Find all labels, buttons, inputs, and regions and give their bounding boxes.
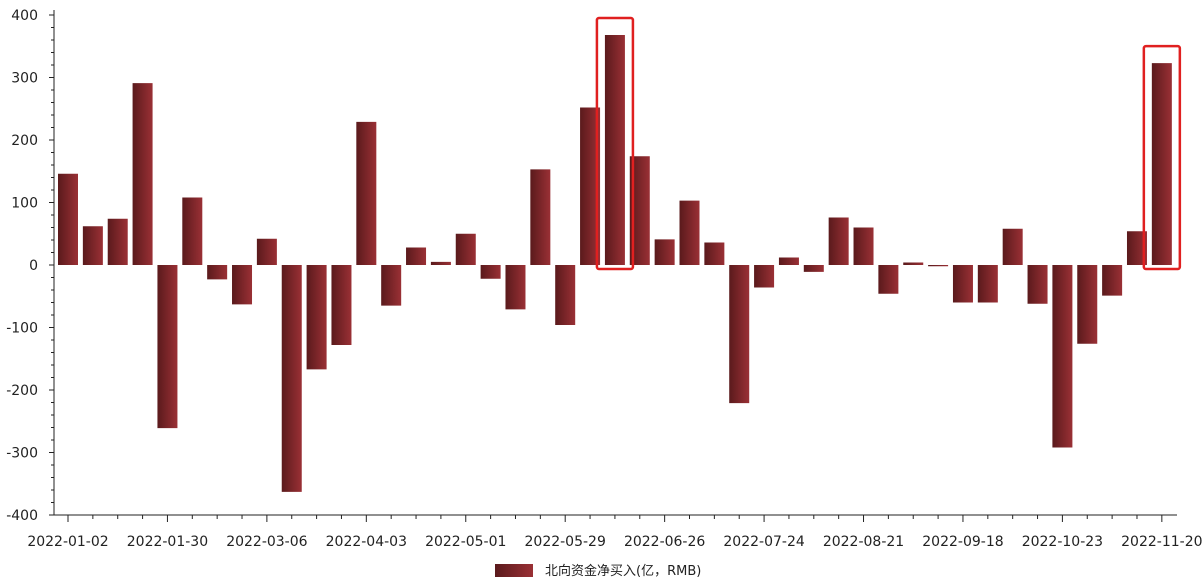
bar bbox=[505, 265, 526, 310]
bar bbox=[132, 83, 153, 265]
x-tick-label: 2022-08-21 bbox=[823, 534, 904, 550]
x-tick-label: 2022-09-18 bbox=[922, 534, 1003, 550]
bar bbox=[281, 265, 302, 492]
bar bbox=[1102, 265, 1123, 296]
bar bbox=[256, 238, 277, 265]
y-tick-label: 0 bbox=[29, 258, 38, 274]
highlight-box bbox=[1142, 44, 1182, 271]
bar bbox=[853, 227, 874, 265]
bar bbox=[952, 265, 973, 303]
x-tick-label: 2022-01-02 bbox=[27, 534, 108, 550]
y-tick-label: 400 bbox=[11, 8, 38, 24]
x-tick-label: 2022-01-30 bbox=[127, 534, 208, 550]
bar bbox=[803, 265, 824, 272]
legend: 北向资金净买入(亿，RMB) bbox=[495, 563, 701, 579]
bar bbox=[1077, 265, 1098, 344]
bar bbox=[107, 218, 128, 265]
bar bbox=[331, 265, 352, 345]
bar bbox=[430, 261, 451, 265]
y-tick-label: 300 bbox=[11, 71, 38, 87]
bar bbox=[1027, 265, 1048, 304]
bar bbox=[1002, 228, 1023, 265]
bar bbox=[580, 107, 601, 265]
bar bbox=[157, 265, 178, 429]
bar bbox=[654, 239, 675, 265]
legend-swatch bbox=[495, 564, 533, 577]
bar bbox=[729, 265, 750, 404]
bar bbox=[207, 265, 228, 280]
x-tick-label: 2022-05-01 bbox=[425, 534, 506, 550]
bar bbox=[306, 265, 327, 370]
bar bbox=[754, 265, 775, 288]
x-tick-label: 2022-07-24 bbox=[723, 534, 804, 550]
bar bbox=[58, 173, 78, 265]
bar bbox=[82, 226, 103, 265]
bar bbox=[1126, 231, 1147, 265]
y-tick-label: 100 bbox=[11, 196, 38, 212]
x-tick-label: 2022-04-03 bbox=[326, 534, 407, 550]
bar bbox=[530, 169, 551, 265]
bar bbox=[455, 233, 476, 265]
highlights bbox=[595, 16, 1182, 271]
bar bbox=[356, 121, 377, 265]
x-tick-label: 2022-10-23 bbox=[1022, 534, 1103, 550]
bar bbox=[977, 265, 998, 303]
y-axis: -400 -300 -200 -100 0 100 200 300 400 bbox=[6, 8, 55, 524]
x-tick-label: 2022-06-26 bbox=[624, 534, 705, 550]
bar bbox=[381, 265, 402, 306]
x-axis: 2022-01-02 2022-01-30 2022-03-06 2022-04-03… bbox=[27, 514, 1203, 550]
bar bbox=[629, 156, 650, 265]
legend-label: 北向资金净买入(亿，RMB) bbox=[545, 563, 701, 579]
bar bbox=[679, 200, 700, 265]
bar bbox=[828, 217, 849, 265]
bar bbox=[903, 262, 924, 265]
bars bbox=[58, 35, 1172, 492]
x-tick-label: 2022-05-29 bbox=[525, 534, 606, 550]
y-tick-label: -100 bbox=[6, 321, 38, 337]
bar bbox=[406, 247, 427, 265]
x-tick-label: 2022-03-06 bbox=[226, 534, 307, 550]
bar bbox=[778, 257, 799, 265]
y-tick-label: 200 bbox=[11, 133, 38, 149]
bar bbox=[878, 265, 899, 294]
bar bbox=[704, 242, 725, 265]
bar bbox=[1052, 265, 1073, 448]
bar bbox=[1151, 63, 1172, 265]
bar bbox=[232, 265, 253, 305]
bar bbox=[182, 197, 203, 265]
y-tick-label: -300 bbox=[6, 446, 38, 462]
highlight-box bbox=[595, 16, 635, 271]
bar bbox=[480, 265, 501, 279]
bar bbox=[928, 265, 949, 267]
bar bbox=[604, 35, 625, 265]
bar bbox=[555, 265, 576, 325]
y-tick-label: -400 bbox=[6, 508, 38, 524]
y-tick-label: -200 bbox=[6, 383, 38, 399]
x-tick-label: 2022-11-20 bbox=[1121, 534, 1202, 550]
